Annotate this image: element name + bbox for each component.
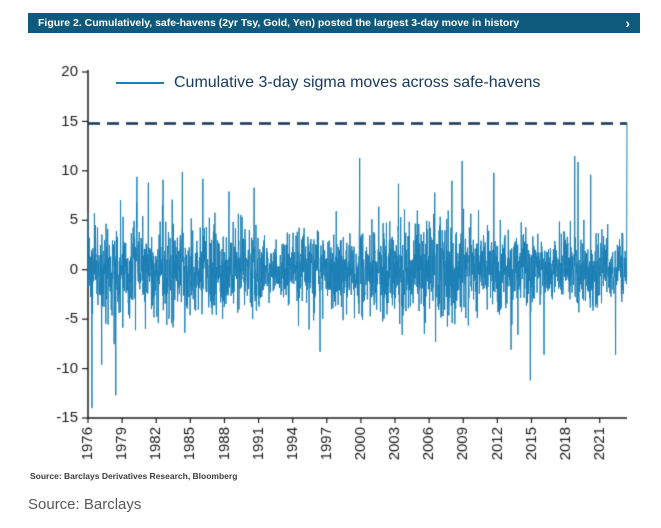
- legend-label: Cumulative 3-day sigma moves across safe…: [174, 74, 541, 91]
- legend-line-swatch: [116, 82, 164, 84]
- chart-canvas: [0, 0, 661, 470]
- chart-legend: Cumulative 3-day sigma moves across safe…: [116, 74, 540, 92]
- footer-source-text: Source: Barclays: [28, 496, 142, 513]
- chart-source-note: Source: Barclays Derivatives Research, B…: [30, 471, 238, 481]
